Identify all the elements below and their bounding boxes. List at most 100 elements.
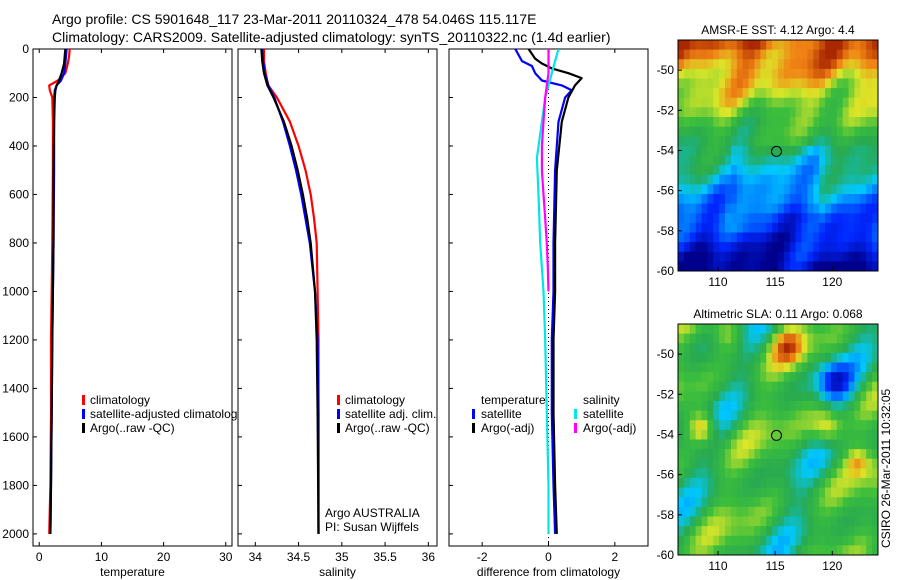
sla_map-cell — [813, 449, 820, 460]
sst_map-cell — [795, 59, 803, 70]
sla_map-cell — [683, 545, 691, 555]
sla_map-cell — [754, 401, 761, 412]
sla_map-cell — [742, 352, 750, 364]
sst_map-cell — [819, 126, 826, 137]
sla_map-cell — [730, 333, 738, 344]
sst_map-cell — [813, 145, 820, 157]
sst_map-cell — [830, 203, 838, 214]
sst_map-cell — [760, 232, 767, 243]
sla_map-title: Altimetric SLA: 0.11 Argo: 0.068 — [693, 307, 863, 321]
sst_map-cell — [683, 174, 691, 185]
sst_map-cell — [813, 213, 820, 224]
sst_map-cell — [795, 222, 803, 234]
sst_map-cell — [754, 222, 761, 234]
sla_map-cell — [748, 429, 756, 441]
sst_map-cell — [695, 40, 703, 51]
sla_map-cell — [707, 545, 714, 555]
sla_map-cell — [778, 410, 785, 421]
sst_map-cell — [819, 194, 826, 205]
sst_map-cell — [742, 88, 750, 99]
sst_map-cell — [836, 78, 844, 89]
sst_map-cell — [783, 145, 791, 157]
sla_map-cell — [748, 343, 756, 354]
difference-legend-label: satellite — [583, 407, 624, 421]
sla_map-cell — [819, 343, 826, 354]
sst_map-cell — [825, 261, 832, 271]
sst_map-cell — [842, 78, 850, 89]
sla_map-cell — [736, 381, 744, 392]
sla_map-cell — [819, 439, 826, 450]
sst_map-cell — [678, 59, 685, 70]
sst_map-cell — [683, 117, 691, 128]
sst_map-cell — [866, 40, 873, 51]
sla_map-cell — [754, 458, 761, 469]
salinity-line-argo-raw-qc — [260, 49, 320, 534]
sla_map-cell — [807, 410, 814, 421]
sla_map-cell — [783, 468, 791, 479]
sst_map-cell — [683, 155, 691, 166]
sla_map-cell — [678, 420, 685, 431]
sst_map-cell — [854, 88, 861, 99]
sla_map-cell — [860, 545, 867, 555]
sla_map-cell — [842, 449, 850, 460]
sst_map-cell — [836, 88, 844, 99]
sst_map-cell — [772, 203, 779, 214]
sst_map-cell — [772, 242, 779, 253]
sst_map-cell — [689, 107, 697, 118]
sst_map-cell — [789, 174, 797, 185]
sla_map-cell — [678, 410, 685, 421]
sst_map-cell — [795, 126, 803, 137]
sla_map-cell — [819, 381, 826, 392]
sla_map-cell — [783, 535, 791, 546]
sst_map-cell — [830, 49, 838, 60]
sst_map-cell — [783, 88, 791, 99]
sst_map-cell — [725, 261, 732, 271]
sla_map-cell — [719, 391, 726, 402]
sla_map-cell — [707, 401, 714, 412]
sla_map-cell — [872, 372, 878, 383]
sst_map-cell — [848, 203, 856, 214]
sla_map-cell — [830, 468, 838, 479]
salinity-xlabel: salinity — [319, 565, 356, 579]
sst_map-cell — [842, 174, 850, 185]
salinity-xtick-label: 34 — [249, 550, 263, 564]
sla_map-cell — [872, 410, 878, 421]
sst_map-cell — [842, 97, 850, 108]
sst_map-cell — [701, 97, 709, 108]
sst_map-cell — [760, 194, 767, 205]
sst_map-cell — [819, 68, 826, 80]
sla_map-cell — [813, 333, 820, 344]
sst_map-argo-marker — [770, 145, 782, 157]
sst_map-cell — [854, 184, 861, 195]
sst_map-cell — [807, 242, 814, 253]
sla_map-cell — [689, 333, 697, 344]
sla_map-cell — [836, 343, 844, 354]
sla_map-cell — [848, 449, 856, 460]
sla_map-cell — [866, 429, 873, 441]
sst_map-cell — [807, 68, 814, 80]
sst_map-cell — [713, 155, 720, 166]
sla_map-cell — [736, 545, 744, 555]
sla_map-cell — [842, 420, 850, 431]
sst_map-cell — [736, 49, 744, 60]
sst_map-cell — [707, 59, 714, 70]
sla_map-cell — [736, 526, 744, 537]
sst_map-cell — [848, 117, 856, 128]
sla_map-cell — [789, 497, 797, 508]
sst_map-cell — [807, 261, 814, 271]
sst_map-cell — [683, 261, 691, 271]
sst_map-cell — [836, 251, 844, 262]
sla_map-cell — [695, 506, 703, 518]
difference-legend-label: satellite — [481, 407, 522, 421]
sst_map-cell — [707, 194, 714, 205]
sla_map-cell — [789, 372, 797, 383]
sla_map-cell — [819, 526, 826, 537]
sla_map-cell — [848, 516, 856, 527]
sst_map-cell — [825, 222, 832, 234]
sla_map-cell — [766, 545, 773, 555]
sst_map-cell — [848, 136, 856, 147]
sla_map-cell — [683, 535, 691, 546]
sst_map-cell — [748, 174, 756, 185]
sla_map-cell — [783, 429, 791, 441]
sst_map-cell — [701, 251, 709, 262]
